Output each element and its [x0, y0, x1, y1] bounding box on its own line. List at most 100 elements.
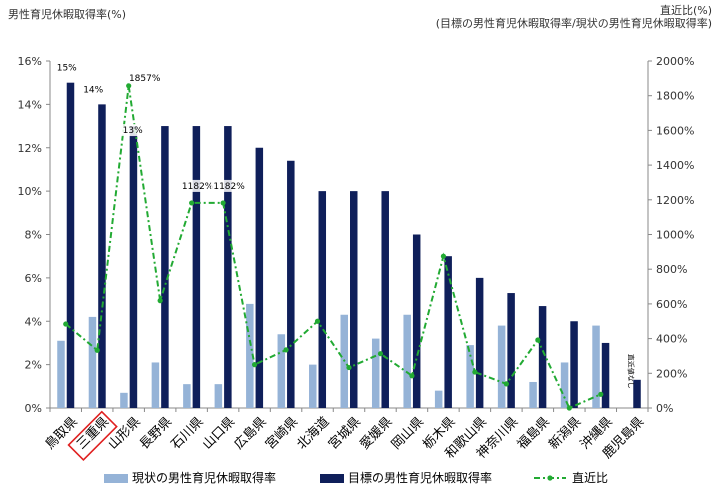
annotation-label: 直近値なし: [626, 354, 635, 389]
point-ratio: [189, 200, 195, 206]
bar-current: [309, 364, 317, 408]
y-right-axis-subtitle: (目標の男性育児休暇取得率/現状の男性育児休暇取得率): [436, 16, 712, 30]
bar-target: [601, 342, 610, 408]
point-ratio: [63, 321, 69, 327]
bar-current: [88, 316, 97, 408]
series-line-ratio: [65, 85, 602, 410]
bar-current: [57, 340, 65, 408]
point-ratio: [220, 200, 226, 206]
x-tick-label: 愛媛県: [357, 414, 395, 452]
y-left-axis-label: 男性育児休暇取得率(%): [8, 7, 126, 21]
bar-current: [529, 381, 537, 408]
annotation-label: 1857%: [129, 74, 161, 84]
x-tick-label: 宮崎県: [262, 414, 301, 453]
x-tick-label: 長野県: [137, 414, 175, 452]
legend-swatch-target: [320, 474, 344, 483]
bar-target: [287, 160, 295, 408]
bar-target: [412, 234, 421, 408]
y-left-tick-label: 0%: [25, 402, 42, 415]
point-ratio: [566, 405, 572, 411]
bar-target: [98, 104, 106, 408]
annotation-bg: [211, 179, 248, 192]
y-left-tick-label: 6%: [25, 272, 42, 285]
y-right-tick-label: 1000%: [656, 229, 694, 242]
bar-current: [214, 384, 223, 408]
x-tick-group: 山口県: [200, 414, 238, 452]
bar-current: [497, 325, 506, 408]
x-tick-label: 北海道: [294, 414, 332, 452]
annotation-label: 1182%: [182, 182, 214, 192]
point-ratio: [314, 318, 321, 324]
x-tick-label: 石川県: [168, 414, 206, 452]
annotation-bg: [120, 124, 145, 137]
x-tick-label: 岡山県: [389, 414, 427, 452]
bar-target: [161, 126, 169, 408]
annotation-label: 14%: [83, 85, 103, 95]
x-tick-label: 山口県: [200, 414, 238, 452]
y-right-tick-label: 1800%: [656, 90, 694, 103]
y-right-tick-label: 0%: [656, 402, 673, 415]
x-tick-label: 広島県: [231, 414, 269, 452]
annotation-label: 15%: [57, 64, 77, 74]
point-ratio: [126, 83, 132, 89]
y-left-tick-label: 2%: [25, 359, 42, 372]
point-ratio: [440, 253, 447, 259]
legend-label-ratio: 直近比: [572, 471, 608, 485]
bar-current: [403, 314, 411, 408]
bar-target: [192, 126, 201, 408]
bar-target: [475, 277, 484, 408]
y-left-tick-label: 8%: [25, 229, 42, 242]
point-ratio: [377, 351, 384, 357]
bar-current: [434, 390, 443, 408]
x-tick-group: 新潟県: [545, 414, 584, 453]
x-tick-group: 鳥取県: [43, 414, 81, 452]
x-tick-label: 三重県: [73, 414, 112, 453]
point-ratio: [598, 391, 604, 397]
bar-target: [538, 306, 547, 408]
y-left-tick-label: 14%: [18, 98, 42, 111]
annotation-no-data: 直近値なし: [626, 354, 635, 389]
annotation-label: 13%: [123, 126, 143, 136]
point-ratio: [251, 362, 258, 368]
x-tick-group: 宮崎県: [262, 414, 301, 453]
legend-swatch-current: [104, 474, 128, 483]
y-right-tick-label: 1200%: [656, 194, 694, 207]
x-tick-group: 宮城県: [325, 414, 364, 453]
y-left-tick-label: 12%: [18, 142, 42, 155]
bar-current: [371, 338, 380, 408]
bar-current: [466, 345, 474, 408]
bar-target: [444, 256, 452, 408]
legend-marker-ratio: [547, 475, 553, 481]
bar-target: [318, 191, 327, 408]
point-ratio: [346, 364, 352, 371]
bar-current: [277, 334, 286, 408]
x-tick-group: 北海道: [294, 414, 332, 452]
x-tick-group: 三重県: [67, 410, 118, 461]
point-ratio: [283, 347, 289, 353]
legend-label-target: 目標の男性育児休暇取得率: [348, 470, 492, 485]
annotation-label: 1182%: [213, 182, 245, 192]
x-tick-label: 福島県: [515, 414, 553, 452]
y-right-tick-label: 200%: [656, 367, 687, 380]
x-tick-group: 福島県: [515, 414, 553, 452]
bar-target: [507, 293, 515, 408]
y-right-axis-label: 直近比(%): [660, 3, 712, 17]
y-right-tick-label: 1400%: [656, 159, 694, 172]
y-left-tick-label: 4%: [25, 315, 42, 328]
bar-target: [570, 321, 578, 408]
highlight-box: [67, 410, 118, 461]
bar-current: [120, 392, 128, 408]
x-tick-group: 愛媛県: [357, 414, 395, 452]
annotation-bg: [179, 179, 216, 192]
x-tick-label: 新潟県: [545, 414, 584, 453]
point-ratio: [503, 381, 509, 387]
bar-target: [381, 191, 389, 408]
point-ratio: [535, 337, 541, 343]
point-ratio: [409, 373, 415, 379]
bar-current: [151, 362, 160, 408]
bar-target: [129, 126, 138, 408]
y-right-tick-label: 2000%: [656, 55, 694, 68]
point-ratio: [472, 369, 478, 375]
bar-current: [246, 303, 254, 408]
